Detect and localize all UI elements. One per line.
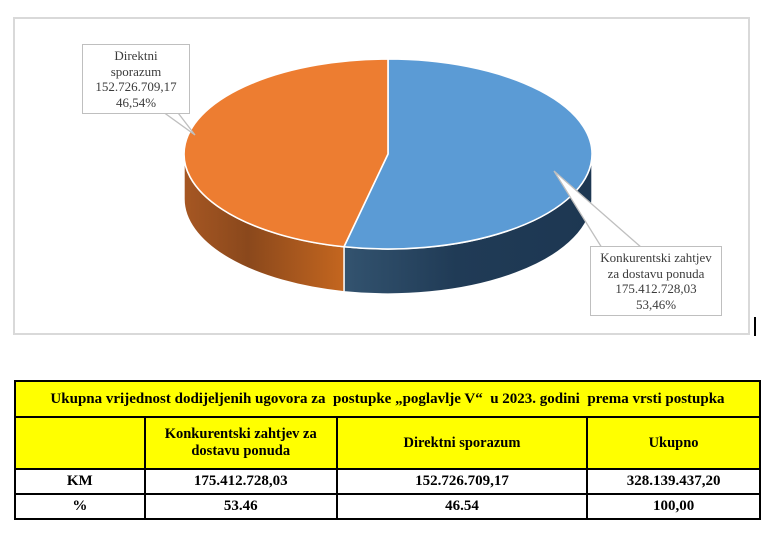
summary-table: Ukupna vrijednost dodijeljenih ugovora z… xyxy=(14,380,761,520)
callout-value: 152.726.709,17 xyxy=(95,79,177,94)
km-ukupno: 328.139.437,20 xyxy=(586,468,761,495)
callout-label: Konkurentski zahtjev za dostavu ponuda xyxy=(600,250,712,281)
pie-slice-1 xyxy=(183,58,389,248)
percent-ukupno: 100,00 xyxy=(586,493,761,520)
callout-direktni-sporazum: Direktni sporazum 152.726.709,17 46,54% xyxy=(82,44,190,114)
km-direktni: 152.726.709,17 xyxy=(335,468,589,495)
table-header-row: Konkurentski zahtjev za dostavu ponuda D… xyxy=(14,416,761,470)
column-header-empty xyxy=(14,416,146,470)
callout-label: Direktni sporazum xyxy=(110,48,162,79)
column-header-konkurentski: Konkurentski zahtjev za dostavu ponuda xyxy=(143,416,338,470)
table-title-row: Ukupna vrijednost dodijeljenih ugovora z… xyxy=(14,380,761,418)
callout-percent: 53,46% xyxy=(635,296,677,312)
km-konkurentski: 175.412.728,03 xyxy=(143,468,338,495)
table-row-km: KM 175.412.728,03 152.726.709,17 328.139… xyxy=(14,468,761,495)
column-header-direktni: Direktni sporazum xyxy=(335,416,589,470)
callout-percent: 46,54% xyxy=(115,94,157,110)
percent-konkurentski: 53.46 xyxy=(143,493,338,520)
row-label-percent: % xyxy=(14,493,146,520)
row-label-km: KM xyxy=(14,468,146,495)
percent-direktni: 46.54 xyxy=(335,493,589,520)
callout-konkurentski-zahtjev: Konkurentski zahtjev za dostavu ponuda 1… xyxy=(590,246,722,316)
pie-chart-canvas xyxy=(131,58,644,295)
table-row-percent: % 53.46 46.54 100,00 xyxy=(14,493,761,520)
pie-slices xyxy=(183,58,593,295)
callout-value: 175.412.728,03 xyxy=(615,281,697,296)
pie-chart-panel: Direktni sporazum 152.726.709,17 46,54% … xyxy=(13,17,750,335)
column-header-ukupno: Ukupno xyxy=(586,416,761,470)
text-cursor-artifact xyxy=(754,317,756,336)
table-title: Ukupna vrijednost dodijeljenih ugovora z… xyxy=(14,380,761,418)
pie-slice-0 xyxy=(343,58,593,250)
